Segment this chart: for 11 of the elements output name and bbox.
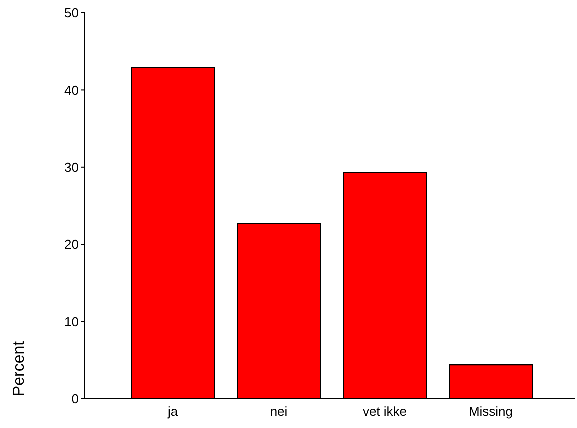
y-tick-label: 0 [72, 392, 79, 407]
x-tick-label: Missing [468, 404, 514, 420]
y-tick-label: 40 [64, 82, 79, 98]
x-tick-label: ja [166, 404, 179, 420]
x-tick-label: vet ikke [362, 404, 408, 420]
y-tick-label: 20 [64, 237, 79, 252]
y-axis-title: Percent [11, 340, 28, 397]
y-tick-label: 50 [64, 6, 79, 21]
y-tick-label: 30 [64, 160, 79, 176]
y-tick-label: 10 [64, 314, 79, 330]
x-tick-label: nei [270, 404, 288, 420]
